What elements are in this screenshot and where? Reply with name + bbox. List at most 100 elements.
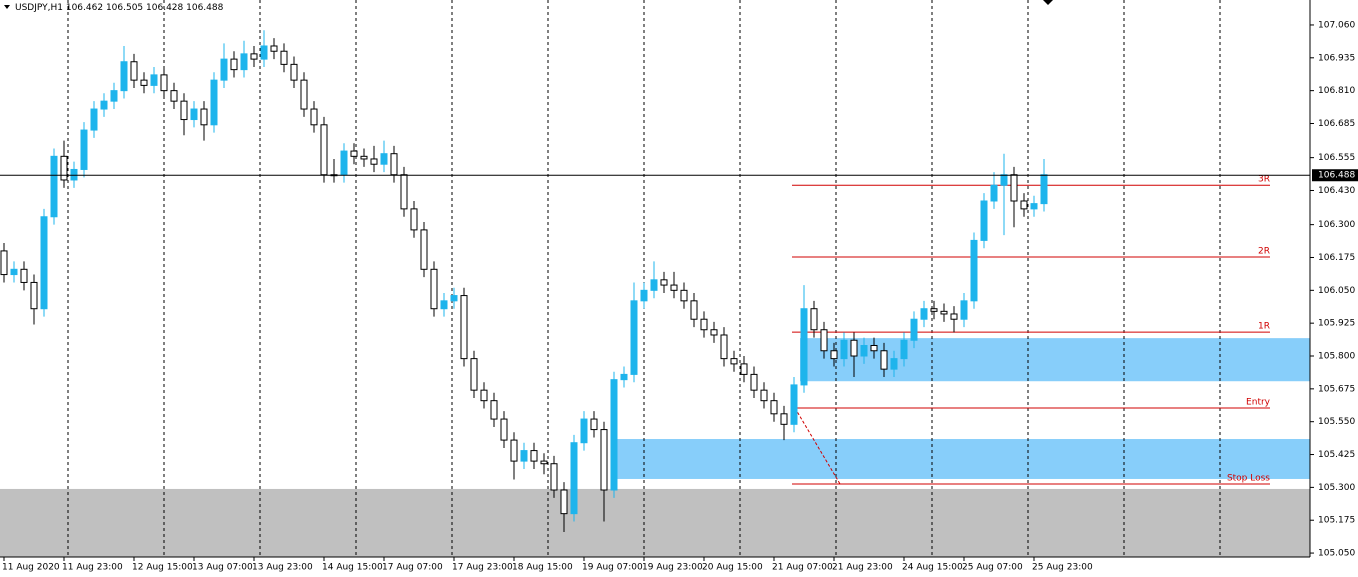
- body: [580, 418, 588, 444]
- body: [700, 318, 708, 331]
- y-tick-label: 106.175: [1318, 253, 1355, 263]
- body: [360, 155, 368, 160]
- body: [280, 50, 288, 65]
- body: [530, 450, 538, 462]
- body: [340, 150, 348, 176]
- body: [860, 344, 868, 357]
- body: [510, 439, 518, 462]
- body: [990, 184, 998, 202]
- body: [480, 389, 488, 402]
- x-tick-label: 11 Aug 23:00: [62, 563, 123, 573]
- body: [430, 268, 438, 310]
- level-label: Stop Loss: [1227, 473, 1270, 483]
- x-tick-label: 24 Aug 15:00: [902, 563, 963, 573]
- body: [560, 489, 568, 515]
- body: [110, 90, 118, 102]
- body: [650, 279, 658, 291]
- body: [1030, 203, 1038, 210]
- y-tick-label: 105.425: [1318, 450, 1355, 460]
- body: [520, 450, 528, 462]
- body: [970, 239, 978, 302]
- body: [550, 463, 558, 491]
- x-tick-label: 25 Aug 23:00: [1032, 563, 1093, 573]
- level-label: 1R: [1258, 322, 1270, 332]
- body: [50, 155, 58, 218]
- close: 106.488: [186, 3, 223, 13]
- price-label: 106.488: [1318, 171, 1355, 181]
- body: [170, 90, 178, 102]
- body: [900, 339, 908, 360]
- x-tick-label: 19 Aug 07:00: [582, 563, 643, 573]
- body: [150, 74, 158, 86]
- body: [460, 295, 468, 360]
- body: [620, 373, 628, 381]
- body: [590, 418, 598, 431]
- body: [760, 389, 768, 402]
- y-tick-label: 105.800: [1318, 352, 1355, 362]
- body: [450, 295, 458, 302]
- open: 106.462: [66, 3, 103, 13]
- body: [220, 58, 228, 81]
- body: [90, 108, 98, 131]
- low: 106.428: [146, 3, 183, 13]
- body: [400, 174, 408, 210]
- body: [870, 344, 878, 352]
- body: [130, 61, 138, 81]
- x-tick-label: 17 Aug 07:00: [382, 563, 443, 573]
- y-tick-label: 106.685: [1318, 119, 1355, 129]
- body: [140, 79, 148, 86]
- body: [10, 268, 18, 276]
- price-box: [1312, 169, 1358, 182]
- x-tick-label: 14 Aug 15:00: [322, 563, 383, 573]
- body: [420, 229, 428, 270]
- body: [310, 108, 318, 126]
- body: [780, 413, 788, 425]
- body: [300, 79, 308, 110]
- body: [600, 429, 608, 491]
- body: [920, 308, 928, 320]
- y-tick-label: 106.935: [1318, 53, 1355, 63]
- body: [260, 45, 268, 60]
- body: [60, 155, 68, 181]
- body: [200, 108, 208, 126]
- menu-triangle[interactable]: [4, 5, 10, 9]
- x-tick-label: 13 Aug 07:00: [192, 563, 253, 573]
- body: [820, 329, 828, 352]
- body: [1020, 200, 1028, 210]
- body: [690, 300, 698, 320]
- header: USDJPY,H1 106.462 106.505 106.428 106.48…: [15, 3, 224, 13]
- y-tick-label: 106.810: [1318, 86, 1355, 96]
- body: [800, 308, 808, 386]
- x-tick-label: 21 Aug 07:00: [772, 563, 833, 573]
- body: [390, 153, 398, 176]
- body: [290, 63, 298, 81]
- zone: [612, 439, 1340, 479]
- y-tick-label: 105.175: [1318, 516, 1355, 526]
- body: [980, 200, 988, 241]
- body: [770, 400, 778, 415]
- body: [810, 308, 818, 331]
- body: [740, 363, 748, 375]
- body: [0, 250, 8, 276]
- body: [960, 300, 968, 320]
- body: [710, 329, 718, 336]
- body: [240, 53, 248, 71]
- axis-bg-bottom: [0, 557, 1358, 577]
- body: [720, 334, 728, 360]
- body: [1000, 174, 1008, 186]
- body: [790, 384, 798, 425]
- body: [570, 442, 578, 515]
- y-tick-label: 106.300: [1318, 220, 1355, 230]
- body: [730, 358, 738, 365]
- body: [190, 108, 198, 121]
- body: [840, 339, 848, 360]
- y-tick-label: 106.050: [1318, 286, 1355, 296]
- body: [470, 358, 478, 391]
- body: [880, 350, 888, 370]
- y-tick-label: 105.675: [1318, 384, 1355, 394]
- body: [160, 74, 168, 92]
- y-tick-label: 106.430: [1318, 186, 1355, 196]
- level-label: 3R: [1258, 175, 1270, 185]
- body: [890, 358, 898, 370]
